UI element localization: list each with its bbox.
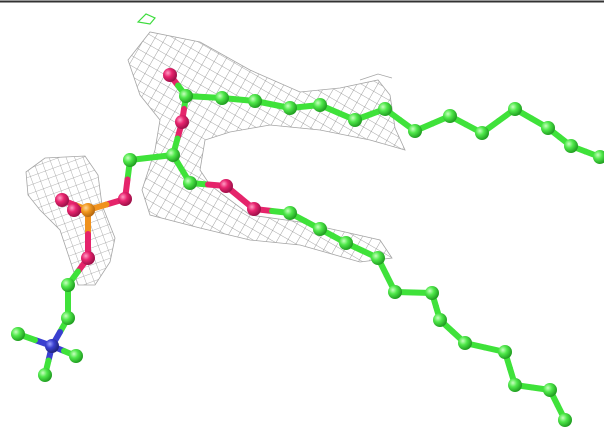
atom — [248, 94, 262, 108]
atom — [313, 98, 327, 112]
atom — [61, 311, 75, 325]
atom — [593, 150, 604, 164]
atom — [219, 179, 233, 193]
atom — [69, 349, 83, 363]
atom — [215, 91, 229, 105]
atom — [81, 251, 95, 265]
atom — [558, 413, 572, 427]
atom — [378, 102, 392, 116]
atom — [348, 113, 362, 127]
atom — [408, 124, 422, 138]
atom — [81, 203, 95, 217]
atom — [371, 251, 385, 265]
atom — [67, 203, 81, 217]
atom — [175, 115, 189, 129]
atom — [564, 139, 578, 153]
atom — [388, 285, 402, 299]
atom — [339, 236, 353, 250]
atom — [55, 193, 69, 207]
atom — [433, 313, 447, 327]
atom — [508, 102, 522, 116]
atom — [163, 68, 177, 82]
atom — [313, 222, 327, 236]
atom — [183, 176, 197, 190]
atom — [166, 148, 180, 162]
atom — [508, 378, 522, 392]
density-mesh — [25, 13, 406, 286]
atom — [123, 153, 137, 167]
atom — [475, 126, 489, 140]
atom — [283, 206, 297, 220]
atom — [179, 89, 193, 103]
atom — [543, 383, 557, 397]
atom — [498, 345, 512, 359]
atom — [118, 192, 132, 206]
atom — [541, 121, 555, 135]
atom — [61, 278, 75, 292]
atom — [458, 336, 472, 350]
atom — [283, 101, 297, 115]
atom — [247, 202, 261, 216]
atom — [38, 368, 52, 382]
atom — [45, 339, 59, 353]
atom — [425, 286, 439, 300]
atom — [443, 109, 457, 123]
atom — [11, 327, 25, 341]
atoms — [11, 68, 604, 427]
